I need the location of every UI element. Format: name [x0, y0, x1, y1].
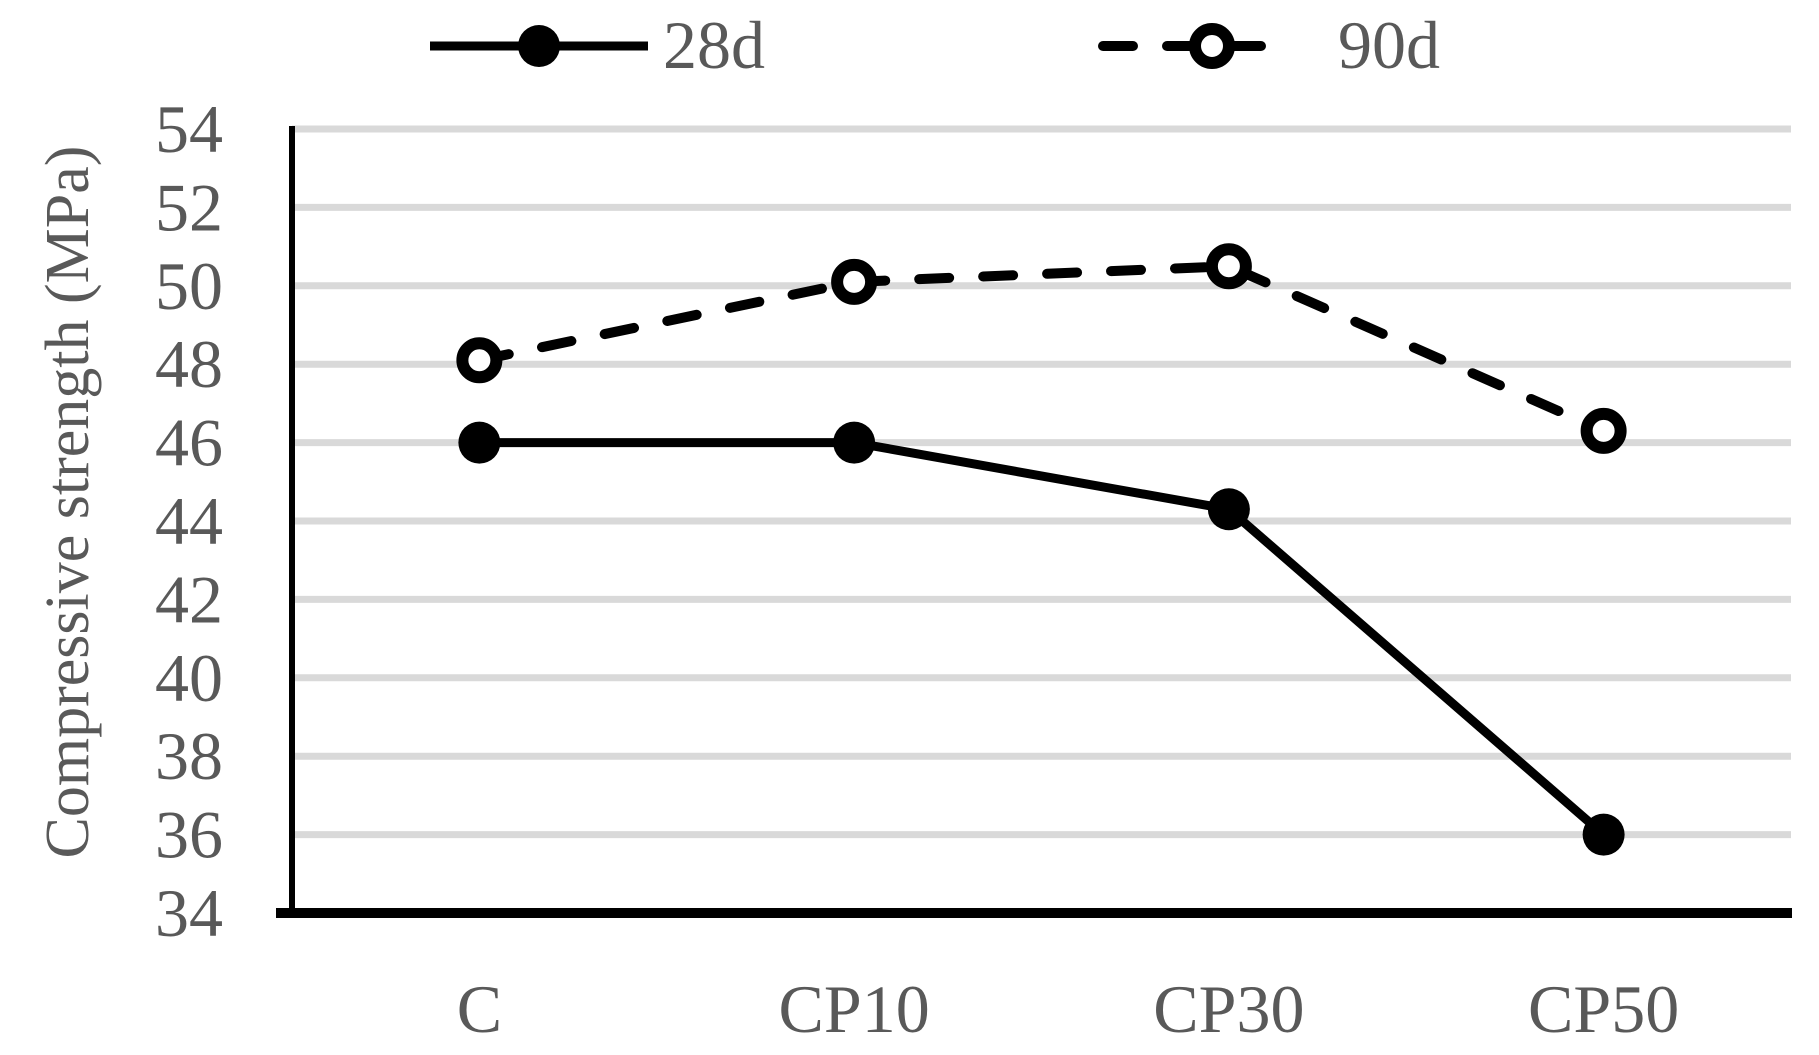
marker-90d-CP50: [1580, 407, 1627, 454]
series-90d: [456, 243, 1627, 454]
y-tick-label-36: 36: [155, 797, 223, 873]
legend-label-90d: 90d: [1338, 7, 1440, 83]
y-tick-label-44: 44: [155, 483, 223, 559]
gridlines: [292, 125, 1791, 839]
legend-filled-circle-icon: [518, 25, 560, 67]
legend-item-90d: 90d: [1098, 7, 1440, 83]
marker-28d-CP10: [833, 421, 876, 464]
marker-90d-C: [456, 337, 503, 384]
y-tick-label-54: 54: [155, 91, 223, 167]
y-tick-label-48: 48: [155, 326, 223, 402]
x-category-label-CP30: CP30: [1153, 971, 1304, 1047]
legend-item-28d: 28d: [430, 7, 765, 83]
y-tick-label-46: 46: [155, 405, 223, 481]
y-tick-label-34: 34: [155, 875, 223, 951]
y-tick-label-40: 40: [155, 640, 223, 716]
series: [456, 243, 1627, 856]
y-tick-label-50: 50: [155, 248, 223, 324]
marker-90d-CP10: [831, 258, 878, 305]
marker-28d-C: [458, 421, 501, 464]
series-28d: [458, 421, 1625, 856]
y-tick-label-38: 38: [155, 718, 223, 794]
x-category-label-CP50: CP50: [1528, 971, 1679, 1047]
y-tick-label-52: 52: [155, 169, 223, 245]
legend-label-28d: 28d: [663, 7, 765, 83]
marker-28d-CP50: [1582, 813, 1625, 856]
legend-open-circle-icon: [1189, 23, 1235, 69]
legend: 28d 90d: [430, 7, 1440, 83]
y-axis-title: Compressive strength (MPa): [34, 146, 102, 859]
series-line-90d: [474, 261, 1609, 436]
x-category-label-C: C: [457, 971, 502, 1047]
marker-90d-CP30: [1205, 243, 1252, 290]
x-category-label-CP10: CP10: [779, 971, 930, 1047]
series-line-28d: [479, 438, 1607, 838]
x-category-labels: C CP10 CP30 CP50: [457, 971, 1680, 1047]
marker-28d-CP30: [1207, 488, 1250, 531]
y-tick-label-42: 42: [155, 561, 223, 637]
